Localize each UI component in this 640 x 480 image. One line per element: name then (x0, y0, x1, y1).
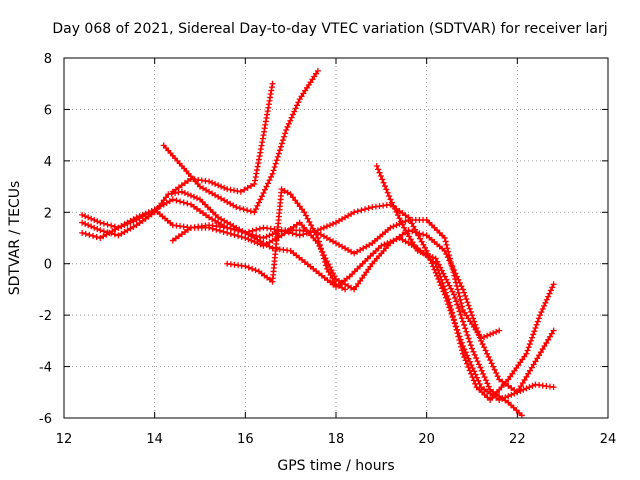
y-tick-label: -6 (39, 412, 52, 427)
series-track-b (79, 196, 557, 403)
y-tick-label: -4 (39, 361, 52, 376)
series-markers (79, 188, 557, 403)
x-axis-title: GPS time / hours (277, 458, 394, 474)
x-tick-label: 22 (509, 432, 526, 447)
grid (64, 58, 608, 418)
y-tick-label: 0 (44, 258, 52, 273)
series-track-g (224, 186, 349, 293)
series-markers (169, 80, 276, 195)
y-tick-label: 8 (44, 52, 52, 67)
y-axis-title: SDTVAR / TECUs (7, 181, 23, 296)
series-track-e (169, 80, 276, 195)
y-tick-label: 2 (44, 206, 52, 221)
x-tick-label: 20 (418, 432, 435, 447)
y-tick-label: 6 (44, 103, 52, 118)
x-tick-label: 12 (56, 432, 73, 447)
series-line (81, 190, 555, 402)
chart-title: Day 068 of 2021, Sidereal Day-to-day VTE… (52, 21, 607, 37)
series-track-a (79, 188, 557, 403)
y-tick-label: -2 (39, 309, 52, 324)
series-track-c (79, 206, 557, 396)
x-tick-label: 16 (237, 432, 254, 447)
series-line (376, 165, 523, 417)
x-tick-label: 14 (146, 432, 163, 447)
y-tick-label: 4 (44, 155, 52, 170)
series-markers (160, 67, 321, 216)
series-markers (79, 196, 557, 403)
x-tick-label: 18 (328, 432, 345, 447)
data-series (79, 67, 557, 419)
series-markers (224, 186, 349, 293)
series-track-h (373, 163, 525, 419)
series-line (172, 83, 274, 193)
series-markers (79, 206, 557, 396)
x-tick-label: 24 (600, 432, 617, 447)
series-markers (373, 163, 525, 419)
